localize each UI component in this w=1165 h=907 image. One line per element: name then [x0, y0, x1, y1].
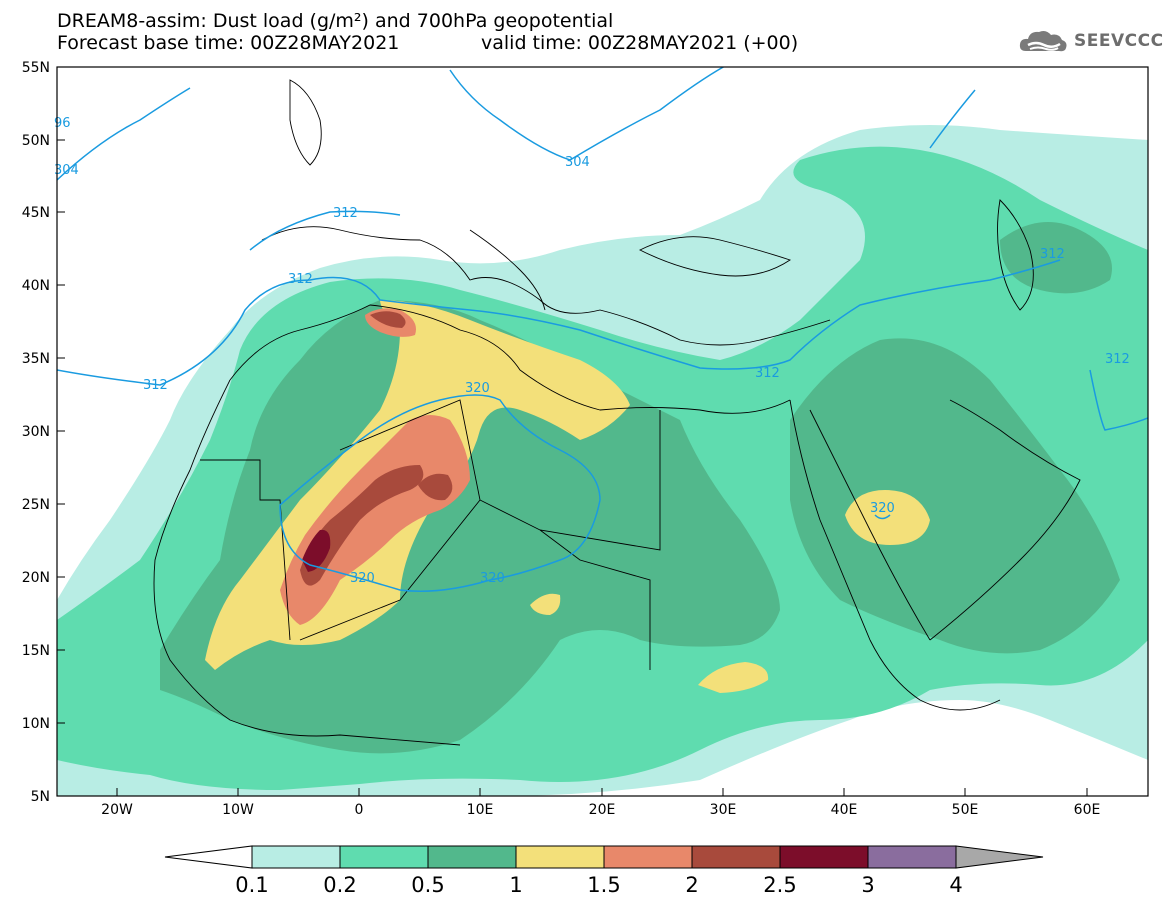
contour-304-europe: [449, 67, 725, 161]
colorbar-swatch: [339, 845, 429, 869]
lat-label: 40N: [22, 278, 50, 294]
lat-label: 30N: [22, 424, 50, 440]
geopotential-contours: [57, 67, 1148, 592]
uk-coast: [289, 79, 322, 166]
dust-level-1-5: [280, 415, 470, 625]
lon-label: 10E: [467, 802, 494, 818]
contour-label: 96: [54, 116, 71, 131]
arabia-coast: [929, 399, 1081, 641]
contour-label: 320: [870, 501, 895, 516]
colorbar-low-arrow: [164, 845, 253, 869]
lon-label: 20W: [101, 802, 133, 818]
contour-304-ne: [929, 89, 976, 149]
africa-west-coast: [153, 379, 461, 746]
forecast-base-time: Forecast base time: 00Z28MAY2021 valid ti…: [57, 32, 798, 54]
dust-level-2: [300, 465, 424, 586]
black-sea: [638, 236, 792, 277]
borders-africa: [200, 399, 661, 670]
contour-304-west: [57, 87, 191, 181]
lon-label: 20E: [589, 802, 616, 818]
colorbar-swatch: [691, 845, 781, 869]
contour-label: 320: [465, 381, 490, 396]
colorbar-label: 1: [509, 873, 522, 897]
lat-label: 5N: [31, 789, 50, 805]
contour-label: 312: [288, 272, 313, 287]
contour-label: 320: [480, 571, 505, 586]
seevccc-logo: SEEVCCC: [1018, 27, 1164, 55]
contour-label: 304: [54, 163, 79, 178]
colorbar-swatch: [515, 845, 605, 869]
colorbar-swatch: [251, 845, 341, 869]
coastlines: [153, 79, 1081, 746]
lat-label: 15N: [22, 643, 50, 659]
lon-label: 30E: [710, 802, 737, 818]
colorbar-label: 2.5: [763, 873, 796, 897]
dust-level-2-north: [370, 311, 406, 328]
contour-label: 304: [565, 155, 590, 170]
lon-ticks: [116, 788, 1088, 796]
lat-labels: 55N 50N 45N 40N 35N 30N 25N 20N 15N 10N …: [22, 60, 50, 805]
red-sea: [789, 399, 931, 641]
lon-label: 50E: [952, 802, 979, 818]
contour-312-north: [249, 210, 401, 251]
map-title: DREAM8-assim: Dust load (g/m²) and 700hP…: [57, 10, 614, 32]
dust-level-1-chad: [698, 662, 769, 693]
africa-north-coast: [229, 304, 791, 414]
colorbar-swatch: [427, 845, 517, 869]
lat-label: 55N: [22, 60, 50, 76]
contour-labels: 96 304 312 312 312 304 312 312 320 320 3…: [54, 116, 1130, 586]
lat-label: 50N: [22, 133, 50, 149]
contour-320-loop: [279, 394, 601, 592]
contour-label: 320: [350, 571, 375, 586]
lon-labels: 20W 10W 0 10E 20E 30E 40E 50E 60E: [101, 802, 1100, 818]
colorbar-label: 1.5: [587, 873, 620, 897]
lon-label: 10W: [222, 802, 254, 818]
lat-label: 35N: [22, 351, 50, 367]
colorbar-swatch: [603, 845, 693, 869]
lon-label: 60E: [1074, 802, 1101, 818]
colorbar-swatch: [779, 845, 869, 869]
lon-label: 0: [355, 802, 364, 818]
dust-level-2-5: [302, 529, 331, 572]
contour-label: 312: [1105, 352, 1130, 367]
lon-label: 40E: [831, 802, 858, 818]
contour-312-west: [57, 259, 1061, 386]
lat-label: 45N: [22, 205, 50, 221]
europe-coast: [261, 226, 831, 346]
colorbar-labels: 0.1 0.2 0.5 1 1.5 2 2.5 3 4: [235, 873, 962, 897]
colorbar-high-arrow: [955, 845, 1044, 869]
contour-label: 312: [333, 206, 358, 221]
colorbar-label: 4: [949, 873, 962, 897]
contour-312-east: [1089, 369, 1148, 431]
colorbar-label: 2: [685, 873, 698, 897]
dust-level-2-blob: [418, 473, 453, 501]
dust-field: [57, 67, 1148, 796]
cloud-icon: [1019, 31, 1067, 52]
colorbar: [164, 845, 1044, 869]
dust-level-0-5-caspian: [1000, 222, 1112, 294]
contour-320-arabia: [874, 514, 891, 520]
dust-level-0-5-east: [790, 338, 1120, 654]
valid-time-text: valid time: 00Z28MAY2021 (+00): [481, 32, 799, 54]
contour-label: 312: [1040, 247, 1065, 262]
contour-label: 312: [143, 378, 168, 393]
lat-label: 20N: [22, 570, 50, 586]
colorbar-swatch: [867, 845, 957, 869]
caspian-sea: [997, 199, 1034, 311]
dust-level-1-small: [530, 593, 561, 615]
lat-label: 25N: [22, 497, 50, 513]
colorbar-label: 0.2: [323, 873, 356, 897]
colorbar-label: 0.5: [411, 873, 444, 897]
base-time-text: Forecast base time: 00Z28MAY2021: [57, 32, 400, 54]
colorbar-label: 3: [861, 873, 874, 897]
italy: [469, 229, 546, 311]
logo-text: SEEVCCC: [1074, 31, 1164, 51]
lat-label: 10N: [22, 716, 50, 732]
contour-label: 312: [755, 366, 780, 381]
colorbar-label: 0.1: [235, 873, 268, 897]
lat-ticks: [57, 66, 65, 797]
horn-africa: [869, 639, 1001, 711]
